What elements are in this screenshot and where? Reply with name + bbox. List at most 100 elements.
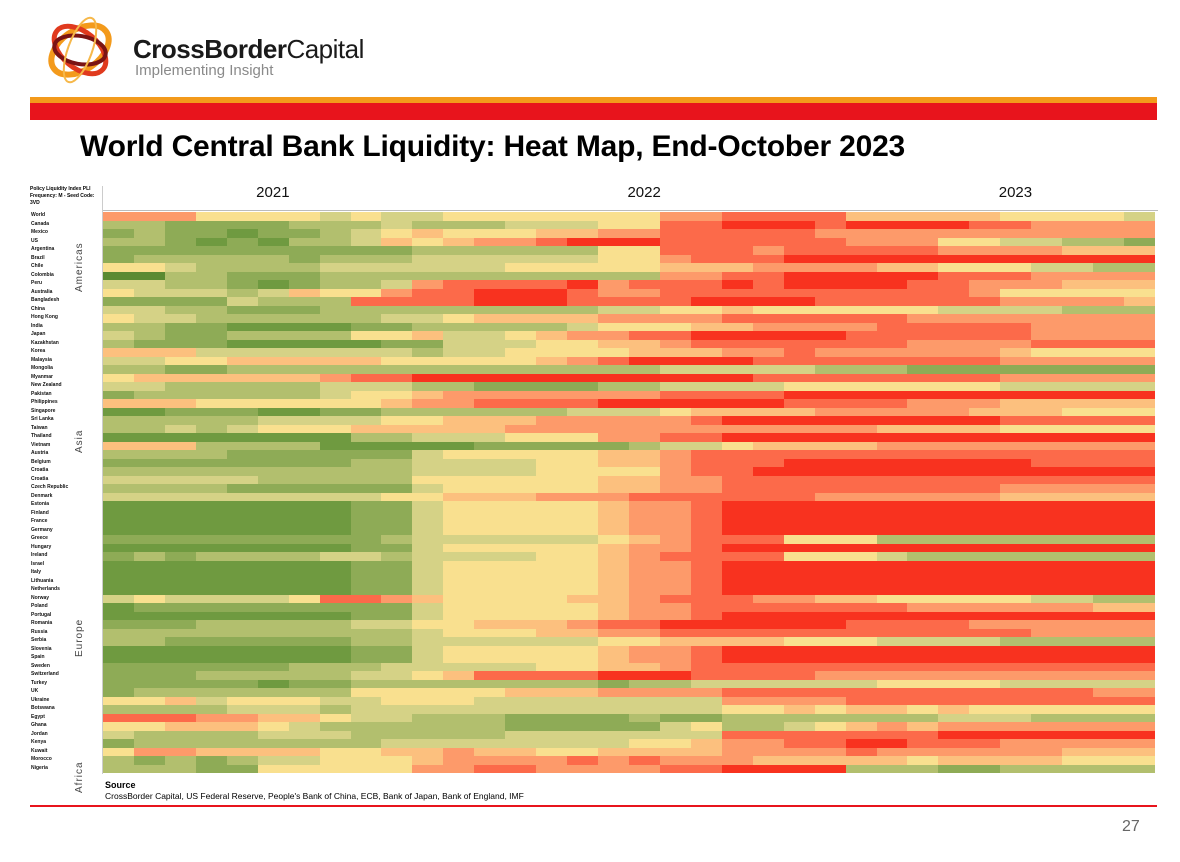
heatmap-cell xyxy=(1093,458,1125,467)
heatmap-cell xyxy=(629,365,660,374)
heatmap-cell xyxy=(381,671,413,680)
heatmap-cell xyxy=(103,688,134,697)
heatmap-cell xyxy=(969,407,1001,416)
heatmap-cell xyxy=(103,671,134,680)
heatmap-cell xyxy=(350,339,382,348)
heatmap-cell xyxy=(659,390,691,399)
row-label: Finland xyxy=(31,509,49,516)
heatmap-cell xyxy=(257,220,289,229)
heatmap-cell xyxy=(350,586,382,595)
heatmap-cell xyxy=(319,739,351,748)
heatmap-cell xyxy=(350,705,382,714)
heatmap-cell xyxy=(133,637,165,646)
heatmap-cell xyxy=(629,475,660,484)
heatmap-cell xyxy=(133,467,165,476)
heatmap-cell xyxy=(1124,237,1155,246)
heatmap-cell xyxy=(629,356,660,365)
heatmap-cell xyxy=(598,637,629,646)
heatmap-cell xyxy=(412,475,444,484)
heatmap-cell xyxy=(845,577,877,586)
heatmap-cell xyxy=(505,764,537,773)
heatmap-cell xyxy=(783,229,815,238)
heatmap-cell xyxy=(969,348,1001,357)
heatmap-cell xyxy=(226,620,258,629)
heatmap-cell xyxy=(659,331,691,340)
heatmap-cell xyxy=(907,407,939,416)
heatmap-cell xyxy=(195,331,227,340)
heatmap-cell xyxy=(288,339,320,348)
heatmap-cell xyxy=(721,764,753,773)
heatmap-cell xyxy=(659,348,691,357)
heatmap-cell xyxy=(103,526,134,535)
heatmap-cell xyxy=(814,696,846,705)
heatmap-cell xyxy=(412,620,444,629)
heatmap-cell xyxy=(505,535,537,544)
heatmap-cell xyxy=(845,501,877,510)
heatmap-cell xyxy=(690,586,722,595)
heatmap-cell xyxy=(690,509,722,518)
heatmap-cell xyxy=(1031,212,1063,221)
heatmap-cell xyxy=(536,458,568,467)
heatmap-cell xyxy=(443,382,475,391)
heatmap-cell xyxy=(659,484,691,493)
heatmap-cell xyxy=(133,263,165,272)
heatmap-cell xyxy=(659,263,691,272)
heatmap-cell xyxy=(164,747,196,756)
heatmap-cell xyxy=(567,509,599,518)
heatmap-cell xyxy=(752,747,784,756)
row-label: Mexico xyxy=(31,229,48,235)
heatmap-cell xyxy=(288,560,320,569)
heatmap-cell xyxy=(721,212,753,221)
heatmap-cell xyxy=(288,305,320,314)
heatmap-cell xyxy=(226,492,258,501)
heatmap-cell xyxy=(536,586,568,595)
heatmap-cell xyxy=(1031,620,1063,629)
heatmap-cell xyxy=(164,271,196,280)
heatmap-cell xyxy=(536,688,568,697)
heatmap-cell xyxy=(1000,450,1032,459)
heatmap-cell xyxy=(505,433,537,442)
heatmap-cell xyxy=(659,518,691,527)
heatmap-cell xyxy=(443,543,475,552)
heatmap-cell xyxy=(412,628,444,637)
heatmap-cell xyxy=(195,365,227,374)
heatmap-cell xyxy=(721,390,753,399)
heatmap-cell xyxy=(1093,356,1125,365)
heatmap-cell xyxy=(752,518,784,527)
row-label: Mongolia xyxy=(31,365,53,371)
heatmap-cell xyxy=(319,603,351,612)
heatmap-cell xyxy=(443,526,475,535)
heatmap-cell xyxy=(412,611,444,620)
heatmap-cell xyxy=(474,390,506,399)
heatmap-cell xyxy=(474,373,506,382)
heatmap-cell xyxy=(814,628,846,637)
region-label: Americas xyxy=(74,241,85,292)
heatmap-cell xyxy=(783,237,815,246)
heatmap-cell xyxy=(164,280,196,289)
heatmap-cell xyxy=(536,730,568,739)
heatmap-cell xyxy=(257,543,289,552)
heatmap-cell xyxy=(350,212,382,221)
heatmap-cell xyxy=(350,603,382,612)
heatmap-cell xyxy=(443,399,475,408)
heatmap-cell xyxy=(1093,747,1125,756)
heatmap-cell xyxy=(164,645,196,654)
heatmap-cell xyxy=(288,501,320,510)
heatmap-cell xyxy=(969,509,1001,518)
heatmap-cell xyxy=(659,433,691,442)
heatmap-cell xyxy=(226,339,258,348)
heatmap-cell xyxy=(505,450,537,459)
heatmap-cell xyxy=(629,433,660,442)
heatmap-cell xyxy=(133,416,165,425)
heatmap-cell xyxy=(721,382,753,391)
heatmap-cell xyxy=(690,756,722,765)
heatmap-cell xyxy=(474,246,506,255)
heatmap-cell xyxy=(350,679,382,688)
heatmap-cell xyxy=(1031,552,1063,561)
heatmap-cell xyxy=(1062,271,1094,280)
heatmap-cell xyxy=(381,433,413,442)
heatmap-cell xyxy=(907,628,939,637)
heatmap-cell xyxy=(567,501,599,510)
heatmap-cell xyxy=(969,441,1001,450)
heatmap-cell xyxy=(567,705,599,714)
